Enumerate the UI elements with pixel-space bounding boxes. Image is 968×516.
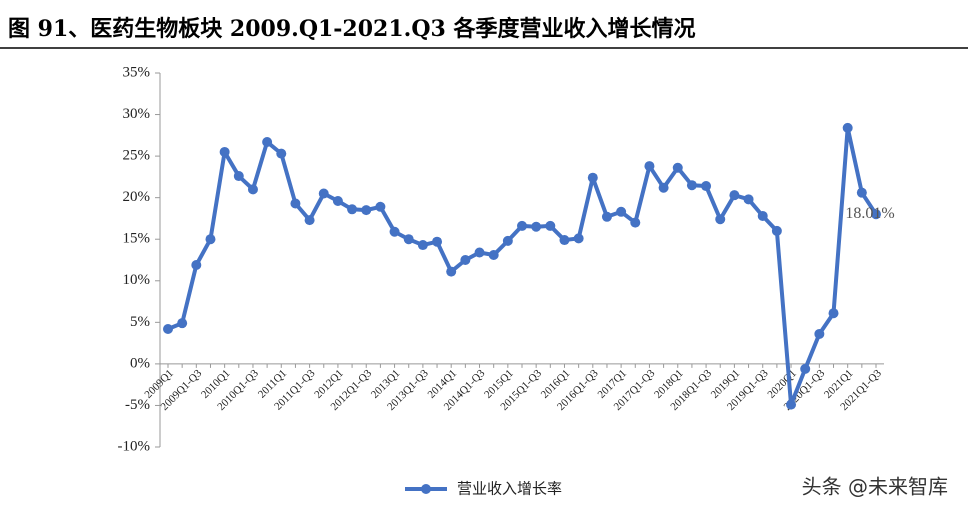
point [757, 210, 768, 221]
data-label: 18.01% [845, 205, 894, 222]
point [587, 172, 598, 183]
point [290, 198, 301, 209]
point [814, 328, 825, 339]
point [276, 148, 287, 159]
point [488, 250, 499, 261]
chart-title: 图 91、医药生物板块 2009.Q1-2021.Q3 各季度营业收入增长情况 [8, 16, 695, 42]
y-tick-label: 0% [130, 355, 150, 371]
point [786, 399, 797, 410]
point [573, 233, 584, 244]
point [644, 161, 655, 172]
point [432, 236, 443, 247]
y-tick-label: 35% [123, 64, 151, 80]
point [559, 235, 570, 246]
point [800, 363, 811, 374]
point [219, 146, 230, 157]
point [856, 187, 867, 198]
point [205, 234, 216, 245]
point [531, 221, 542, 232]
point [361, 205, 372, 216]
series-line [167, 125, 878, 407]
point [318, 188, 329, 199]
point [545, 220, 556, 231]
point [446, 266, 457, 277]
y-tick-label: 30% [123, 106, 151, 122]
point [304, 215, 315, 226]
y-tick-label: 20% [123, 189, 151, 205]
point [347, 204, 358, 215]
point [460, 255, 471, 265]
point [502, 235, 513, 246]
point [332, 195, 343, 206]
point [191, 259, 202, 270]
y-tick-label: 15% [123, 231, 151, 247]
point [701, 181, 712, 192]
y-tick-label: -5% [125, 397, 150, 413]
point [658, 182, 669, 193]
watermark: 头条 @未来智库 [802, 475, 948, 499]
point [389, 226, 400, 237]
legend-label: 营业收入增长率 [457, 480, 562, 498]
point [771, 225, 782, 236]
point [247, 184, 258, 195]
y-tick-label: 10% [123, 272, 151, 288]
point [842, 122, 853, 133]
point [517, 220, 527, 231]
point [871, 209, 881, 220]
point [177, 318, 188, 329]
point [630, 217, 641, 228]
y-tick-label: 5% [130, 314, 150, 330]
point [403, 234, 414, 245]
point [375, 201, 386, 212]
point [729, 190, 740, 201]
point [474, 247, 485, 258]
point [686, 180, 697, 191]
point [262, 136, 273, 147]
point [616, 206, 627, 217]
point [601, 211, 612, 222]
legend-marker [421, 484, 431, 494]
point [233, 171, 244, 182]
point [743, 194, 754, 205]
point [828, 308, 839, 319]
y-tick-label: 25% [123, 148, 151, 164]
point [715, 214, 726, 225]
point [417, 240, 428, 251]
y-tick-label: -10% [118, 438, 151, 454]
point [672, 162, 683, 173]
point [163, 323, 173, 334]
